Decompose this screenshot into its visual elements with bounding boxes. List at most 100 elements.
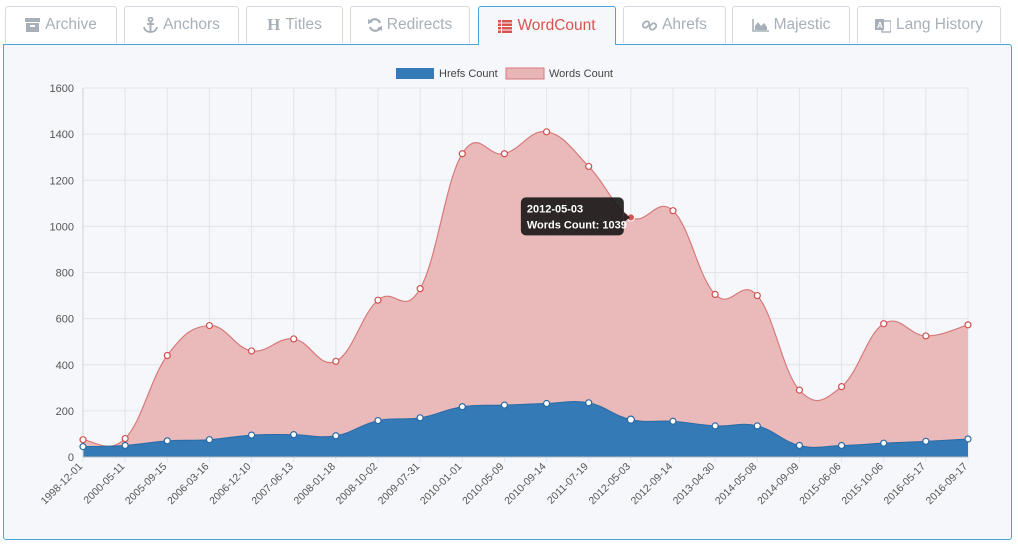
tab-label: WordCount bbox=[517, 17, 596, 34]
words-count-point bbox=[753, 291, 761, 300]
x-tick-label: 2016-05-17 bbox=[882, 461, 929, 508]
x-tick-label: 2011-07-19 bbox=[545, 461, 591, 507]
words-count-point bbox=[416, 285, 424, 293]
tab-lang-history[interactable]: A Lang History bbox=[857, 6, 1001, 43]
hrefs-count-area bbox=[83, 401, 968, 457]
svg-text:A: A bbox=[877, 21, 883, 30]
words-count-point bbox=[500, 150, 509, 158]
hrefs-count-point bbox=[922, 437, 930, 445]
y-tick-label: 1600 bbox=[50, 83, 74, 95]
words-count-point bbox=[79, 436, 87, 444]
y-tick-label: 200 bbox=[56, 406, 74, 418]
y-tick-label: 800 bbox=[56, 268, 74, 280]
chart-tooltip-caret bbox=[623, 212, 630, 223]
refresh-icon bbox=[367, 18, 382, 32]
archive-icon bbox=[25, 18, 41, 32]
tab-label: Anchors bbox=[163, 16, 220, 33]
chart-panel: 0 200 400 600 800 1000 1200 1400 1600 1998-12-01 2… bbox=[3, 44, 1012, 540]
link-icon bbox=[642, 18, 658, 33]
heading-icon: H bbox=[267, 15, 281, 34]
words-count-point bbox=[247, 347, 256, 355]
x-tick-label: 2010-01-01 bbox=[418, 461, 465, 508]
hrefs-count-point bbox=[964, 435, 972, 443]
x-tick-label: 2014-05-08 bbox=[713, 461, 760, 508]
x-tick-label: 2000-05-11 bbox=[81, 461, 127, 507]
hrefs-count-point bbox=[880, 439, 888, 447]
tooltip-title: 2012-05-03 bbox=[527, 203, 583, 215]
words-count-point bbox=[332, 357, 340, 365]
hrefs-count-point bbox=[458, 403, 466, 411]
legend-label-hrefs: Hrefs Count bbox=[439, 68, 498, 80]
tab-label: Ahrefs bbox=[662, 16, 707, 33]
words-count-point bbox=[711, 290, 719, 299]
y-tick-label: 1000 bbox=[50, 221, 74, 233]
tab-majestic[interactable]: Majestic bbox=[732, 6, 850, 43]
words-count-point bbox=[585, 162, 593, 171]
y-tick-label: 0 bbox=[68, 452, 74, 464]
words-count-point bbox=[458, 150, 466, 158]
x-tick-label: 2010-09-14 bbox=[502, 461, 549, 508]
words-count-point bbox=[163, 351, 171, 360]
legend-swatch-hrefs bbox=[396, 68, 434, 79]
tab-label: Redirects bbox=[386, 16, 453, 33]
tooltip-label: Words Count: 1039 bbox=[527, 219, 627, 231]
words-count-point bbox=[205, 321, 214, 330]
words-count-area bbox=[83, 131, 968, 457]
words-count-line bbox=[82, 131, 969, 447]
hrefs-count-point bbox=[669, 417, 677, 425]
tab-label: Archive bbox=[45, 16, 97, 33]
hrefs-count-point bbox=[121, 441, 129, 450]
hrefs-count-point bbox=[163, 437, 171, 445]
hrefs-count-point bbox=[837, 441, 846, 450]
x-tick-label: 2005-09-15 bbox=[123, 461, 170, 508]
language-icon: A bbox=[874, 18, 891, 33]
x-tick-label: 2008-01-18 bbox=[292, 461, 339, 508]
hrefs-count-point bbox=[205, 436, 214, 444]
words-count-point bbox=[121, 434, 129, 443]
x-tick-label: 2006-03-16 bbox=[165, 461, 212, 508]
x-tick-label: 2008-10-02 bbox=[334, 461, 381, 508]
x-tick-label: 2015-06-06 bbox=[797, 461, 844, 508]
hrefs-count-point bbox=[753, 422, 761, 430]
hrefs-count-point bbox=[416, 414, 424, 422]
legend-swatch-words bbox=[505, 67, 545, 80]
y-tick-label: 600 bbox=[56, 314, 74, 326]
hrefs-count-point bbox=[374, 416, 382, 425]
y-tick-label: 1400 bbox=[50, 129, 74, 141]
words-count-point bbox=[542, 128, 551, 136]
words-count-point bbox=[669, 207, 677, 215]
words-count-point bbox=[374, 296, 382, 304]
hrefs-count-point bbox=[542, 399, 551, 408]
hrefs-count-point bbox=[332, 432, 340, 440]
x-tick-label: 2010-05-09 bbox=[460, 461, 507, 508]
words-count-point bbox=[290, 335, 298, 343]
hrefs-count-point bbox=[247, 431, 256, 439]
tab-ahrefs[interactable]: Ahrefs bbox=[623, 6, 726, 43]
anchor-icon bbox=[143, 17, 158, 33]
tab-label: Majestic bbox=[773, 16, 831, 33]
y-tick-label: 1200 bbox=[50, 175, 74, 187]
x-tick-label: 2016-09-17 bbox=[924, 461, 971, 508]
words-count-point bbox=[795, 386, 804, 394]
hrefs-count-point bbox=[626, 415, 635, 424]
tab-archive[interactable]: Archive bbox=[5, 6, 117, 43]
hrefs-count-point bbox=[290, 431, 298, 439]
x-tick-label: 2006-12-10 bbox=[207, 461, 254, 508]
y-tick-label: 400 bbox=[56, 360, 74, 372]
tab-redirects[interactable]: Redirects bbox=[350, 6, 470, 43]
legend-label-words: Words Count bbox=[549, 68, 613, 80]
x-tick-label: 2014-09-09 bbox=[755, 461, 802, 508]
x-tick-label: 2012-09-14 bbox=[629, 461, 676, 508]
words-count-point bbox=[964, 321, 972, 329]
x-tick-label: 2009-07-31 bbox=[376, 461, 423, 508]
area-chart-icon bbox=[751, 18, 769, 32]
tab-label: Titles bbox=[285, 16, 322, 33]
tab-wordcount[interactable]: WordCount bbox=[478, 6, 616, 45]
words-count-point bbox=[837, 383, 846, 391]
hrefs-count-point bbox=[795, 441, 804, 450]
tab-titles[interactable]: H Titles bbox=[246, 6, 343, 43]
hrefs-count-point bbox=[711, 422, 719, 430]
word-count-chart: 020040060080010001200140016001998-12-012… bbox=[39, 67, 972, 508]
x-tick-label: 2007-06-13 bbox=[249, 461, 296, 508]
tab-anchors[interactable]: Anchors bbox=[124, 6, 239, 43]
